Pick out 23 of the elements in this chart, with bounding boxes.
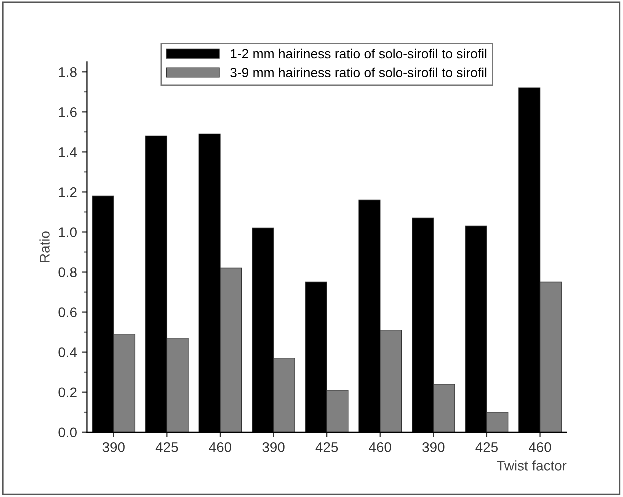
x-tick-label: 390	[262, 442, 285, 452]
x-axis-title: Twist factor	[497, 460, 567, 471]
x-tick-label: 425	[316, 442, 338, 452]
y-tick-label: 0.0	[58, 428, 77, 438]
y-tick-label: 1.2	[59, 188, 77, 198]
x-tick-label: 425	[476, 442, 498, 452]
y-tick-label: 0.6	[58, 308, 77, 318]
y-tick-label: 1.8	[59, 67, 77, 78]
x-tick-label: 425	[156, 442, 178, 452]
y-tick-label: 1.0	[59, 228, 77, 238]
legend-label: 1-2 mm hairiness ratio of solo-sirofil to sirofil	[231, 48, 487, 59]
y-tick-label: 0.2	[58, 388, 77, 398]
y-axis-title: Ratio	[40, 232, 50, 262]
y-tick-label: 0.4	[58, 348, 78, 358]
y-tick-label: 1.6	[59, 107, 77, 118]
y-tick-label: 0.8	[58, 268, 77, 278]
y-tick-label: 1.4	[59, 148, 78, 158]
legend-label: 3-9 mm hairiness ratio of solo-sirofil to sirofil	[230, 68, 487, 78]
x-tick-label: 390	[422, 442, 445, 452]
x-tick-label: 460	[369, 442, 392, 452]
x-tick-label: 460	[209, 442, 232, 452]
x-tick-label: 460	[529, 442, 552, 452]
x-tick-label: 390	[102, 442, 125, 452]
